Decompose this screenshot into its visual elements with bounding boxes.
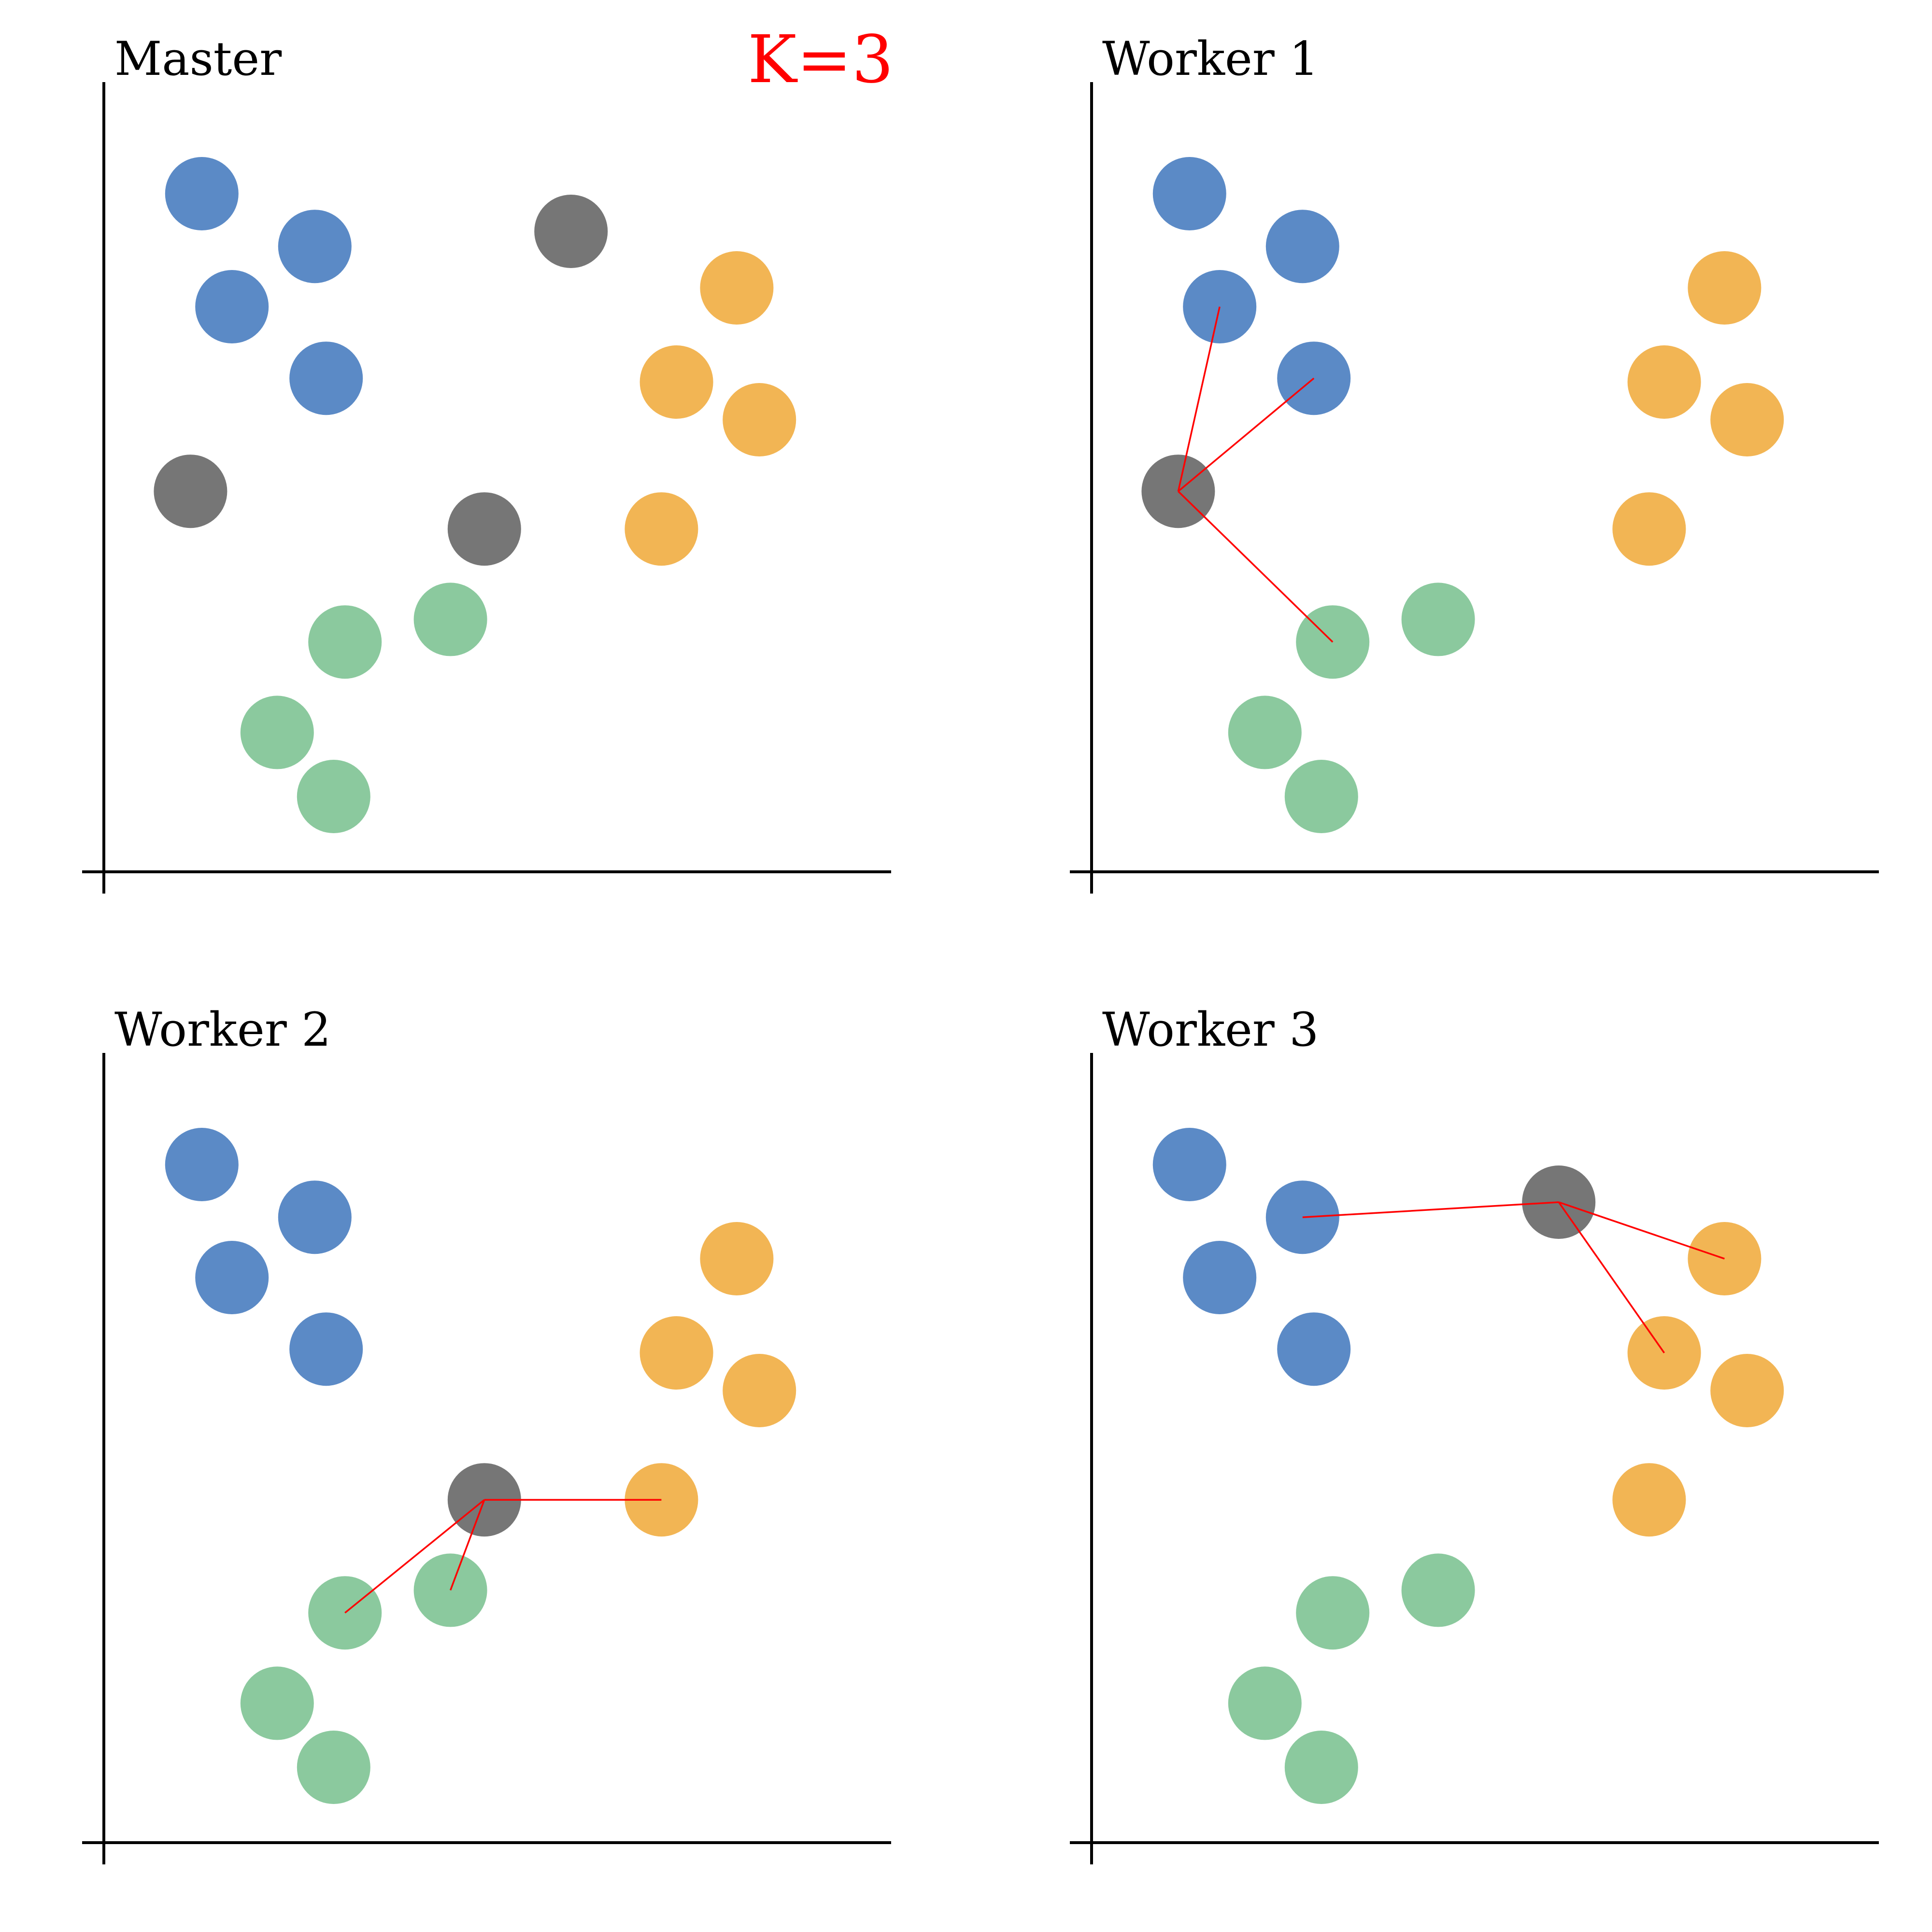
orange-point xyxy=(1612,1463,1686,1537)
orange-point xyxy=(639,1316,713,1390)
blue-point xyxy=(278,1180,352,1254)
orange-point xyxy=(700,251,774,325)
blue-point xyxy=(1183,1241,1257,1314)
green-point xyxy=(1401,582,1475,656)
orange-point xyxy=(1688,251,1762,325)
blue-point xyxy=(165,157,239,230)
blue-point xyxy=(195,270,269,343)
blue-point xyxy=(195,1241,269,1314)
panel-1: Master xyxy=(82,32,891,894)
orange-point xyxy=(1710,1354,1784,1427)
panel-4: Worker 3 xyxy=(1070,1003,1879,1864)
green-point xyxy=(1284,760,1358,833)
blue-point xyxy=(278,210,352,284)
distance-link xyxy=(1558,1201,1725,1260)
orange-point xyxy=(1710,383,1784,456)
orange-point xyxy=(625,492,698,566)
distance-link xyxy=(1302,1201,1559,1218)
blue-point xyxy=(289,341,363,415)
green-point xyxy=(1296,1576,1370,1650)
distance-link xyxy=(449,1499,485,1591)
panel-2: Worker 1 xyxy=(1070,32,1879,894)
green-point xyxy=(308,605,382,679)
green-point xyxy=(297,1731,370,1804)
blue-point xyxy=(1265,210,1339,284)
distance-link xyxy=(1178,490,1334,643)
distance-link xyxy=(1177,306,1221,492)
green-point xyxy=(240,1666,314,1740)
panel-title: Worker 3 xyxy=(1102,1003,1319,1057)
distance-link xyxy=(344,1499,485,1614)
distance-link xyxy=(1178,377,1315,492)
orange-point xyxy=(1627,345,1701,419)
orange-point xyxy=(723,1354,796,1427)
orange-point xyxy=(1612,492,1686,566)
orange-point xyxy=(700,1222,774,1295)
blue-point xyxy=(1277,1312,1351,1386)
green-point xyxy=(1228,1666,1302,1740)
panel-title: Master xyxy=(114,32,282,86)
blue-point xyxy=(1152,1128,1226,1201)
blue-point xyxy=(165,1128,239,1201)
green-point xyxy=(1401,1553,1475,1627)
distance-link xyxy=(1558,1201,1665,1354)
panel-3: Worker 2 xyxy=(82,1003,891,1864)
k-label: K=3 xyxy=(748,22,894,98)
blue-point xyxy=(289,1312,363,1386)
panel-title: Worker 2 xyxy=(114,1003,331,1057)
green-point xyxy=(1228,696,1302,769)
centroid-point xyxy=(154,455,227,528)
green-point xyxy=(240,696,314,769)
centroid-point xyxy=(447,492,521,566)
panel-title: Worker 1 xyxy=(1102,32,1319,86)
centroid-point xyxy=(534,195,608,268)
orange-point xyxy=(723,383,796,456)
green-point xyxy=(297,760,370,833)
blue-point xyxy=(1152,157,1226,230)
green-point xyxy=(1284,1731,1358,1804)
green-point xyxy=(413,582,487,656)
orange-point xyxy=(639,345,713,419)
